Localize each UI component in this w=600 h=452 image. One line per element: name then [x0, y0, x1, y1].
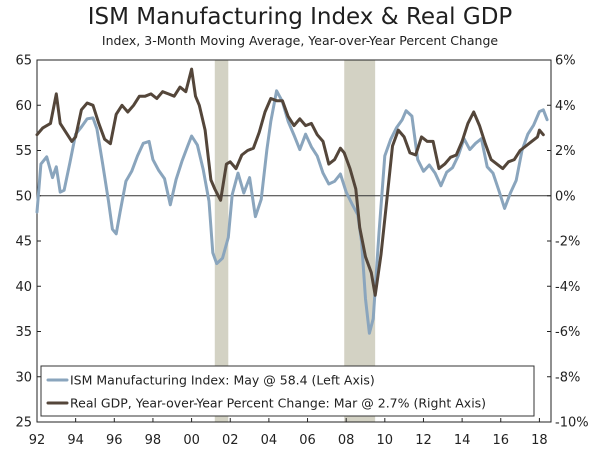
x-tick-label: 16: [492, 433, 509, 448]
chart-subtitle: Index, 3-Month Moving Average, Year-over…: [101, 33, 499, 48]
right-tick-label: 0%: [555, 189, 576, 204]
left-tick-label: 50: [15, 189, 32, 204]
left-axis: 25 30 35 40 45 50 55 60 65: [15, 54, 41, 431]
x-tick-label: 02: [222, 433, 239, 448]
x-axis: 92 94 96 98 00 02 04 06 08 10 12 14 16 18: [29, 418, 548, 448]
legend: ISM Manufacturing Index: May @ 58.4 (Lef…: [40, 365, 535, 417]
left-tick-label: 55: [15, 144, 32, 159]
legend-label-ism: ISM Manufacturing Index: May @ 58.4 (Lef…: [70, 373, 375, 388]
x-tick-label: 08: [338, 433, 355, 448]
right-tick-label: -6%: [555, 325, 580, 340]
left-tick-label: 45: [15, 235, 32, 250]
right-tick-label: 4%: [555, 99, 576, 114]
left-tick-label: 40: [15, 280, 32, 295]
chart-title: ISM Manufacturing Index & Real GDP: [87, 4, 513, 30]
x-tick-label: 94: [67, 433, 84, 448]
x-tick-label: 14: [454, 433, 471, 448]
x-tick-label: 04: [261, 433, 278, 448]
x-tick-label: 98: [145, 433, 162, 448]
x-tick-label: 12: [415, 433, 432, 448]
legend-label-gdp: Real GDP, Year-over-Year Percent Change:…: [70, 396, 486, 411]
x-tick-label: 92: [29, 433, 46, 448]
left-tick-label: 30: [15, 370, 32, 385]
recession-shading: [214, 60, 376, 422]
right-tick-label: -10%: [555, 416, 589, 431]
x-tick-label: 10: [377, 433, 394, 448]
right-axis: -10% -8% -6% -4% -2% 0% 2% 4% 6%: [547, 54, 589, 431]
right-tick-label: 6%: [555, 54, 576, 69]
left-tick-label: 60: [15, 99, 32, 114]
left-tick-label: 65: [15, 54, 32, 69]
x-tick-label: 06: [299, 433, 316, 448]
left-tick-label: 35: [15, 325, 32, 340]
right-tick-label: -4%: [555, 280, 580, 295]
recession-band-0: [214, 60, 229, 422]
series-line-gdp: [35, 67, 545, 297]
series-lines: [35, 67, 549, 335]
x-tick-label: 00: [183, 433, 200, 448]
left-tick-label: 25: [15, 416, 32, 431]
x-tick-label: 96: [106, 433, 123, 448]
legend-box: [40, 365, 535, 417]
x-tick-label: 18: [531, 433, 548, 448]
right-tick-label: -2%: [555, 235, 580, 250]
right-tick-label: -8%: [555, 370, 580, 385]
recession-band-1: [344, 60, 376, 422]
right-tick-label: 2%: [555, 144, 576, 159]
